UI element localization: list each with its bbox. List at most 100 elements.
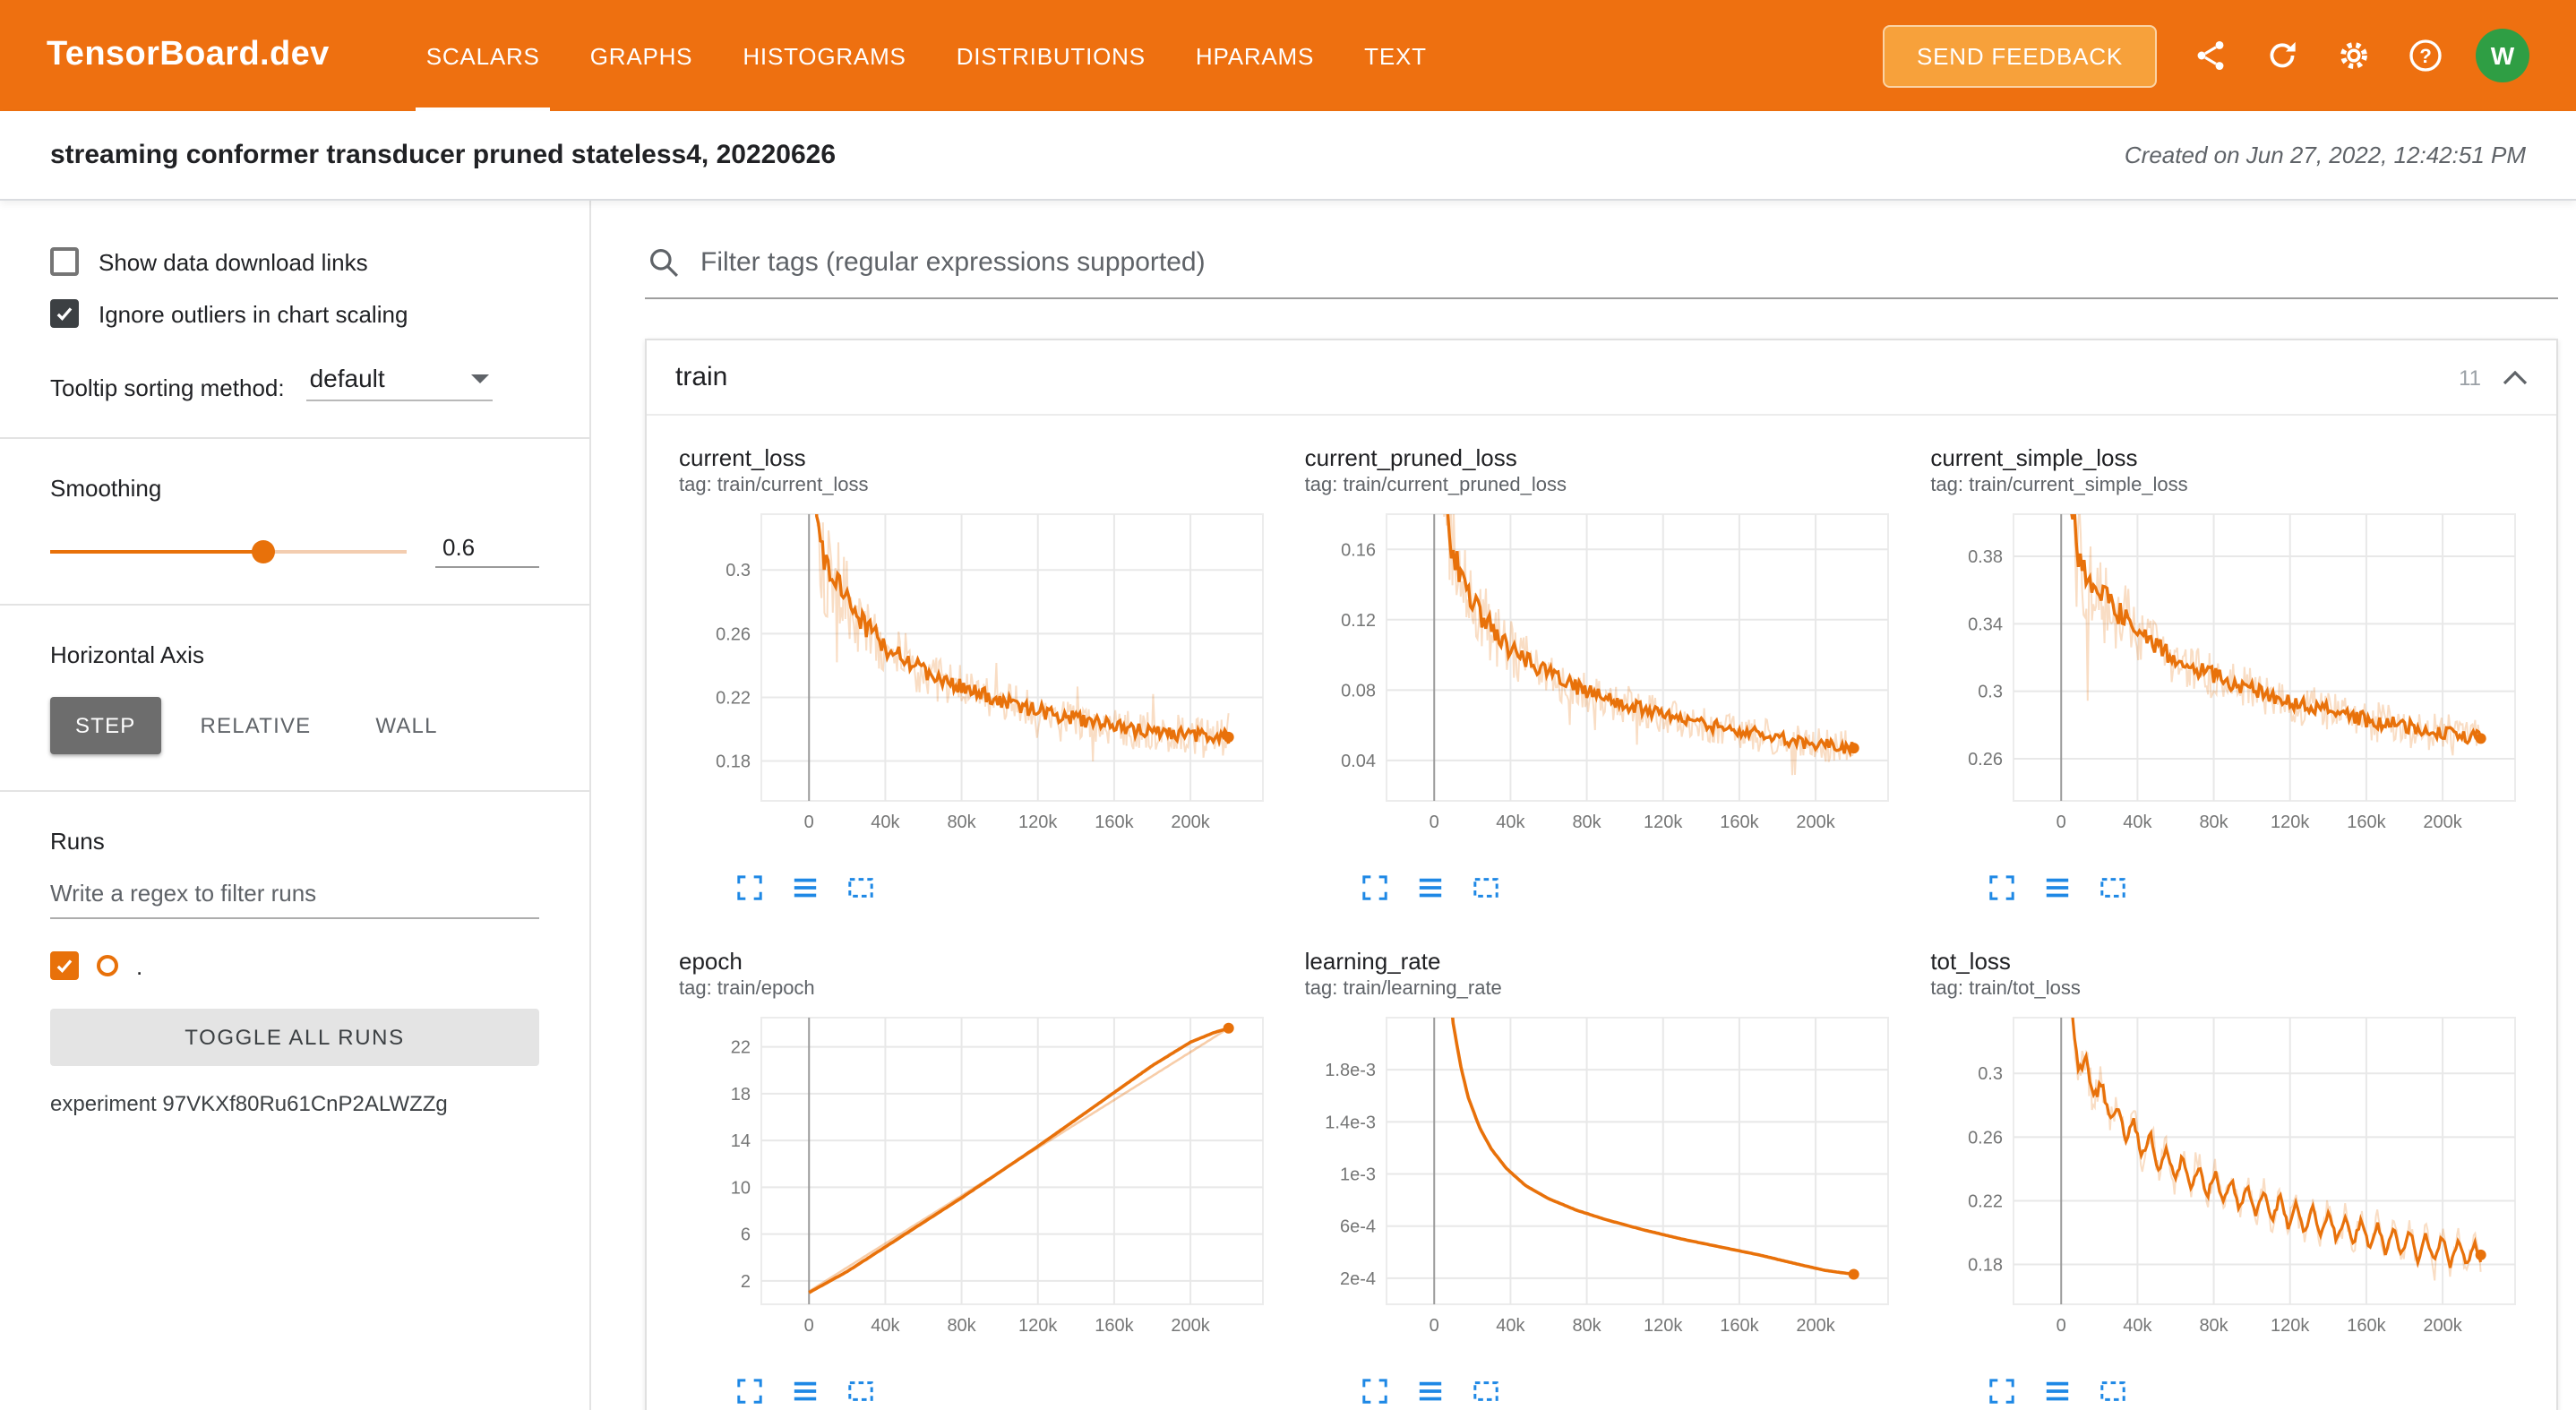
tab-distributions[interactable]: DISTRIBUTIONS: [932, 0, 1171, 111]
chart-toolbar: [736, 1378, 1284, 1405]
fit-domain-icon[interactable]: [1473, 874, 1500, 901]
divider: [0, 790, 589, 792]
chart-plot[interactable]: 2e-4 6e-4 1e-3 1.4e-3 1.8e-3 0 40k 80k 120k 160k 2…: [1305, 1007, 1910, 1371]
tab-histograms[interactable]: HISTOGRAMS: [717, 0, 931, 111]
svg-text:6e-4: 6e-4: [1341, 1217, 1377, 1237]
chart-plot[interactable]: 0.18 0.22 0.26 0.3 0 40k 80k 120k 160k 200k: [679, 503, 1284, 867]
svg-text:80k: 80k: [2199, 812, 2228, 832]
tab-scalars[interactable]: SCALARS: [401, 0, 565, 111]
avatar[interactable]: W: [2476, 29, 2529, 82]
smoothing-value[interactable]: 0.6: [435, 534, 539, 568]
search-icon: [648, 247, 679, 278]
chart-tag: tag: train/current_simple_loss: [1930, 475, 2188, 496]
axis-step-button[interactable]: STEP: [50, 697, 161, 754]
expand-icon[interactable]: [736, 1378, 763, 1405]
ignore-outliers-checkbox[interactable]: [50, 299, 79, 328]
svg-text:2e-4: 2e-4: [1341, 1269, 1377, 1289]
expand-icon[interactable]: [1362, 1378, 1389, 1405]
tab-graphs[interactable]: GRAPHS: [565, 0, 718, 111]
show-download-links-checkbox[interactable]: [50, 247, 79, 276]
lines-icon[interactable]: [2043, 874, 2070, 901]
lines-icon[interactable]: [1418, 874, 1445, 901]
svg-text:40k: 40k: [871, 812, 900, 832]
run-row[interactable]: .: [50, 951, 539, 980]
tab-text[interactable]: TEXT: [1339, 0, 1452, 111]
fit-domain-icon[interactable]: [847, 1378, 874, 1405]
chart-tot-loss: tot_loss tag: train/tot_loss 0.18 0.22 0.2…: [1919, 948, 2535, 1405]
charts-grid: current_loss tag: train/current_loss 0.1…: [647, 416, 2556, 1410]
app-logo: TensorBoard.dev: [47, 36, 330, 73]
svg-text:0: 0: [1430, 812, 1439, 832]
expand-icon[interactable]: [1988, 1378, 2014, 1405]
axis-relative-button[interactable]: RELATIVE: [176, 697, 337, 754]
chart-tag: tag: train/epoch: [679, 978, 815, 1000]
ignore-outliers-row[interactable]: Ignore outliers in chart scaling: [50, 299, 539, 328]
help-icon[interactable]: ?: [2408, 38, 2443, 73]
chevron-up-icon[interactable]: [2503, 370, 2528, 384]
tab-hparams[interactable]: HPARAMS: [1171, 0, 1339, 111]
share-icon[interactable]: [2193, 38, 2228, 73]
chart-toolbar: [1988, 1378, 2535, 1405]
fit-domain-icon[interactable]: [1473, 1378, 1500, 1405]
created-timestamp: Created on Jun 27, 2022, 12:42:51 PM: [2124, 142, 2526, 168]
chart-current-loss: current_loss tag: train/current_loss 0.1…: [668, 444, 1284, 901]
fit-domain-icon[interactable]: [2099, 874, 2125, 901]
tag-group-train: train 11 current_loss tag: train/current…: [645, 339, 2558, 1410]
slider-thumb[interactable]: [252, 539, 276, 563]
tag-filter[interactable]: [645, 245, 2558, 299]
settings-sidebar: Show data download links Ignore outliers…: [0, 201, 591, 1410]
expand-icon[interactable]: [1362, 874, 1389, 901]
settings-icon[interactable]: [2336, 38, 2372, 73]
show-download-links-label: Show data download links: [99, 248, 368, 275]
runs-filter-input[interactable]: [50, 876, 539, 919]
chart-plot[interactable]: 0.26 0.3 0.34 0.38 0 40k 80k 120k 160k 200k: [1930, 503, 2535, 867]
smoothing-slider[interactable]: [50, 539, 407, 563]
experiment-id: experiment 97VKXf80Ru61CnP2ALWZZg: [50, 1091, 448, 1116]
svg-text:1.8e-3: 1.8e-3: [1326, 1061, 1377, 1080]
run-checkbox[interactable]: [50, 951, 79, 980]
svg-text:22: 22: [731, 1038, 751, 1058]
show-download-links-row[interactable]: Show data download links: [50, 247, 539, 276]
svg-text:80k: 80k: [1573, 1316, 1602, 1336]
fit-domain-icon[interactable]: [847, 874, 874, 901]
chart-tag: tag: train/current_pruned_loss: [1304, 475, 1567, 496]
caret-down-icon: [470, 374, 489, 383]
tag-group-header[interactable]: train 11: [647, 340, 2556, 416]
toggle-all-runs-button[interactable]: TOGGLE ALL RUNS: [50, 1009, 539, 1066]
chart-plot[interactable]: 2 6 10 14 18 22 0 40k 80k 120k 160k 200k: [679, 1007, 1284, 1371]
svg-text:6: 6: [741, 1225, 751, 1245]
svg-text:0: 0: [2056, 812, 2065, 832]
lines-icon[interactable]: [1418, 1378, 1445, 1405]
lines-icon[interactable]: [792, 874, 819, 901]
horizontal-axis-label: Horizontal Axis: [50, 641, 204, 668]
chart-epoch: epoch tag: train/epoch 2 6 10 14 18 22 0 40k 80k…: [668, 948, 1284, 1405]
chart-plot[interactable]: 0.18 0.22 0.26 0.3 0 40k 80k 120k 160k 200k: [1930, 1007, 2535, 1371]
chart-plot[interactable]: 0.04 0.08 0.12 0.16 0 40k 80k 120k 160k 200k: [1305, 503, 1910, 867]
svg-text:1.4e-3: 1.4e-3: [1326, 1113, 1377, 1132]
svg-text:40k: 40k: [2123, 1316, 2152, 1336]
svg-text:0.3: 0.3: [726, 561, 751, 580]
svg-text:14: 14: [731, 1131, 751, 1151]
main-nav: SCALARS GRAPHS HISTOGRAMS DISTRIBUTIONS …: [401, 0, 1452, 111]
svg-text:160k: 160k: [2347, 1316, 2386, 1336]
tooltip-sorting-select[interactable]: default: [305, 364, 493, 401]
svg-text:18: 18: [731, 1085, 751, 1105]
lines-icon[interactable]: [792, 1378, 819, 1405]
fit-domain-icon[interactable]: [2099, 1378, 2125, 1405]
svg-text:120k: 120k: [1018, 1316, 1058, 1336]
tag-filter-input[interactable]: [697, 245, 2555, 279]
svg-text:40k: 40k: [871, 1316, 900, 1336]
chart-tag: tag: train/tot_loss: [1930, 978, 2081, 1000]
refresh-icon[interactable]: [2264, 38, 2300, 73]
axis-wall-button[interactable]: WALL: [350, 697, 462, 754]
expand-icon[interactable]: [736, 874, 763, 901]
svg-text:120k: 120k: [1644, 1316, 1684, 1336]
svg-text:0.22: 0.22: [1967, 1191, 2002, 1211]
send-feedback-button[interactable]: SEND FEEDBACK: [1882, 24, 2157, 87]
svg-text:0: 0: [1430, 1316, 1439, 1336]
svg-text:120k: 120k: [2270, 1316, 2309, 1336]
run-name: .: [136, 952, 143, 979]
lines-icon[interactable]: [2043, 1378, 2070, 1405]
chart-current-pruned-loss: current_pruned_loss tag: train/current_p…: [1294, 444, 1910, 901]
expand-icon[interactable]: [1988, 874, 2014, 901]
